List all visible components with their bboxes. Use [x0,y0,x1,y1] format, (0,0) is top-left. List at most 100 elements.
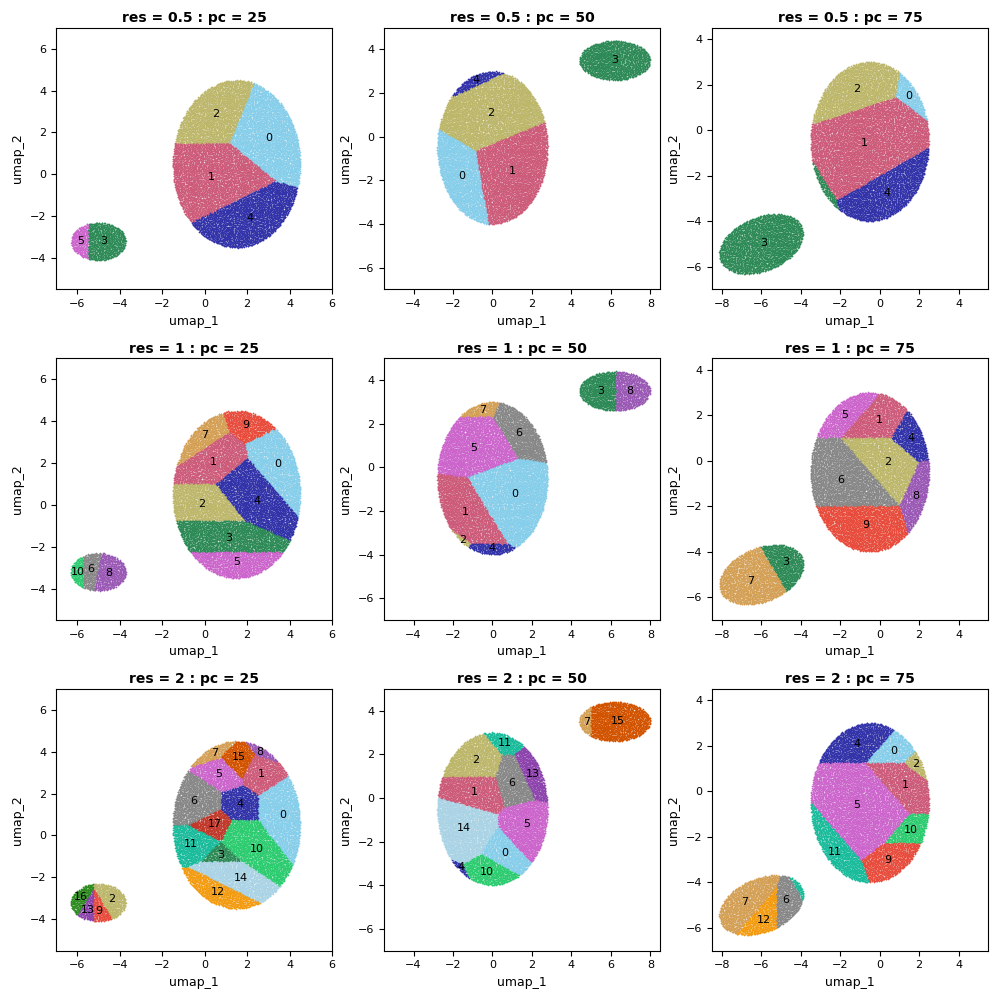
Point [169,145,185,161]
Point [265,176,281,192]
Point [172,157,188,173]
Point [826,835,842,851]
Point [218,167,234,183]
Point [464,191,480,207]
Point [478,476,494,492]
Point [231,736,247,752]
Point [864,418,880,434]
Point [264,780,280,796]
Point [290,153,306,169]
Point [221,150,237,166]
Point [206,97,222,113]
Point [253,754,269,770]
Point [514,757,530,773]
Point [496,838,512,854]
Point [223,538,239,554]
Point [189,122,205,138]
Point [222,532,238,548]
Point [228,478,244,494]
Point [827,169,843,185]
Point [638,714,654,730]
Point [613,43,629,59]
Point [451,837,467,853]
Point [843,789,859,805]
Point [480,216,496,232]
Point [227,178,243,194]
Point [773,582,789,598]
Point [471,812,487,828]
Point [476,772,492,788]
Point [197,429,213,445]
Point [222,753,238,769]
Point [98,879,114,895]
Point [265,749,281,765]
Point [716,242,732,258]
Point [437,118,453,134]
Point [283,174,299,190]
Point [880,859,896,875]
Point [251,884,267,900]
Point [251,822,267,838]
Point [281,192,297,208]
Point [180,857,196,873]
Point [895,833,911,849]
Point [716,578,732,594]
Point [495,863,511,879]
Point [876,457,892,473]
Point [881,791,897,807]
Point [192,489,208,505]
Point [875,198,891,214]
Point [891,86,907,102]
Point [232,750,248,766]
Point [475,528,491,544]
Point [853,434,869,450]
Point [275,120,291,136]
Point [576,379,592,395]
Point [255,789,271,805]
Point [200,839,216,855]
Point [468,778,484,794]
Point [271,492,287,508]
Point [450,510,466,526]
Point [870,82,886,98]
Point [214,493,230,509]
Point [204,79,220,95]
Point [498,125,514,141]
Point [172,151,188,167]
Point [439,806,455,822]
Point [877,536,893,552]
Point [207,126,223,142]
Point [489,135,505,151]
Point [833,161,849,177]
Point [460,803,476,819]
Point [494,488,510,504]
Point [233,94,249,110]
Point [466,773,482,789]
Point [817,474,833,490]
Point [754,218,770,234]
Point [917,466,933,482]
Point [263,817,279,833]
Point [202,141,218,157]
Point [816,99,832,115]
Point [263,509,279,525]
Point [491,115,507,131]
Point [868,488,884,504]
Point [214,869,230,885]
Point [507,801,523,817]
Point [241,209,257,225]
Point [209,213,225,229]
Point [478,528,494,544]
Point [920,809,936,825]
Point [227,757,243,773]
Point [520,515,536,531]
Point [194,92,210,108]
Point [514,127,530,143]
Point [498,750,514,766]
Point [464,830,480,846]
Point [863,69,879,85]
Point [829,737,845,753]
Point [854,170,870,186]
Point [807,135,823,151]
Point [468,835,484,851]
